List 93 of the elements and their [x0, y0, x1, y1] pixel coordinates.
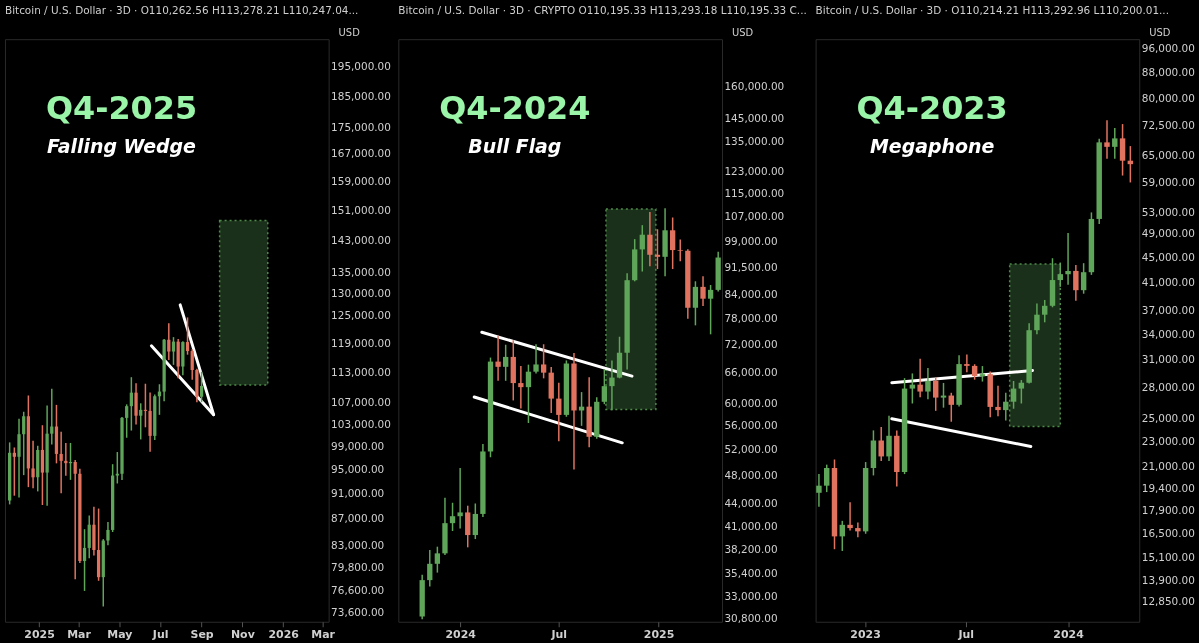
y-tick-label: 107,000.00 [331, 396, 391, 409]
y-tick-label: 31,000.00 [1141, 353, 1195, 366]
y-tick-label: 25,000.00 [1141, 412, 1195, 425]
y-tick-label: 130,000.00 [331, 287, 391, 300]
y-tick-label: 16,500.00 [1141, 526, 1195, 539]
y-tick-label: 80,000.00 [1141, 92, 1195, 105]
y-tick-label: 87,000.00 [331, 512, 385, 525]
y-tick-label: 125,000.00 [331, 309, 391, 322]
y-tick-label: 49,000.00 [1141, 227, 1195, 240]
y-tick-label: 41,000.00 [1141, 276, 1195, 289]
y-tick-label: 53,000.00 [1141, 205, 1195, 218]
y-tick-label: 83,000.00 [331, 538, 385, 551]
y-tick-label: 123,000.00 [724, 165, 785, 178]
y-axis-title: USD [338, 27, 361, 39]
y-tick-label: 119,000.00 [331, 336, 391, 349]
y-tick-label: 60,000.00 [724, 396, 778, 409]
x-tick-label: Sep [190, 628, 214, 642]
y-tick-label: 99,000.00 [331, 440, 385, 453]
y-tick-label: 84,000.00 [724, 288, 778, 301]
y-tick-label: 44,000.00 [724, 496, 778, 509]
y-tick-label: 72,500.00 [1141, 119, 1195, 132]
y-tick-label: 175,000.00 [331, 121, 391, 133]
y-tick-label: 12,850.00 [1141, 595, 1195, 608]
text: Falling Wedge [47, 134, 197, 157]
y-tick-label: 185,000.00 [331, 89, 391, 102]
y-tick-label: 99,000.00 [724, 235, 778, 248]
y-tick-label: 103,000.00 [331, 417, 391, 430]
y-tick-label: 66,000.00 [724, 366, 778, 379]
y-tick-label: 45,000.00 [1141, 250, 1195, 263]
y-tick-label: 21,000.00 [1141, 460, 1195, 473]
y-tick-label: 195,000.00 [331, 60, 391, 73]
x-tick-label: 2026 [268, 628, 300, 642]
x-tick-label: 2024 [445, 628, 477, 642]
x-tick-label: 2023 [850, 628, 881, 642]
x-tick-label: Mar [67, 628, 92, 642]
y-tick-label: 135,000.00 [331, 266, 391, 279]
y-tick-label: 52,000.00 [724, 443, 778, 456]
y-tick-label: 65,000.00 [1141, 149, 1195, 162]
y-tick-label: 91,500.00 [724, 260, 778, 273]
text: Megaphone [870, 134, 995, 157]
y-tick-label: 15,100.00 [1141, 550, 1195, 563]
text: Q4-2023 [856, 88, 1008, 127]
y-tick-label: 73,600.00 [331, 606, 385, 619]
x-tick-label: 2025 [643, 628, 675, 642]
y-tick-label: 167,000.00 [331, 147, 391, 160]
y-tick-label: 37,000.00 [1141, 304, 1195, 317]
y-tick-label: 30,800.00 [724, 612, 778, 625]
y-tick-label: 160,000.00 [724, 80, 785, 93]
x-tick-label: Mar [311, 628, 336, 642]
y-tick-label: 107,000.00 [724, 210, 785, 223]
y-tick-label: 59,000.00 [1141, 176, 1195, 189]
y-tick-label: 33,000.00 [724, 589, 778, 602]
y-tick-label: 34,000.00 [1141, 327, 1195, 340]
y-tick-label: 91,000.00 [331, 487, 385, 500]
x-tick-label: 2024 [1053, 628, 1085, 642]
y-tick-label: 28,000.00 [1141, 381, 1195, 394]
y-tick-label: 143,000.00 [331, 234, 391, 247]
y-tick-label: 76,600.00 [331, 583, 385, 596]
y-tick-label: 79,800.00 [331, 560, 385, 573]
y-tick-label: 115,000.00 [724, 186, 785, 199]
x-tick-label: 2025 [24, 628, 55, 642]
y-axis-title: USD [1149, 27, 1171, 39]
y-tick-label: 17,900.00 [1141, 504, 1195, 517]
y-tick-label: 48,000.00 [724, 468, 778, 481]
y-tick-label: 41,000.00 [724, 519, 778, 532]
y-tick-label: 78,000.00 [724, 312, 778, 325]
text: Bitcoin / U.S. Dollar · 3D · O110,214.21 H113,292.96 L110,200.01... [815, 3, 1170, 16]
y-tick-label: 19,400.00 [1141, 481, 1195, 494]
y-tick-label: 135,000.00 [724, 135, 785, 148]
text: Bull Flag [468, 134, 562, 157]
text: Bitcoin / U.S. Dollar · 3D · O110,262.56 H113,278.21 L110,247.04... [4, 3, 359, 16]
x-tick-label: Jul [957, 628, 975, 642]
text: Q4-2024 [439, 88, 591, 127]
y-tick-label: 13,900.00 [1141, 573, 1195, 586]
x-tick-label: Jul [151, 628, 169, 642]
y-tick-label: 151,000.00 [331, 203, 391, 216]
x-tick-label: Nov [230, 628, 255, 642]
y-tick-label: 95,000.00 [331, 463, 385, 476]
x-tick-label: Jul [550, 628, 568, 642]
text: Bitcoin / U.S. Dollar · 3D · CRYPTO O110,195.33 H113,293.18 L110,195.33 C... [398, 3, 807, 16]
x-tick-label: May [107, 628, 133, 642]
y-tick-label: 72,000.00 [724, 338, 778, 351]
y-tick-label: 113,000.00 [331, 365, 391, 378]
y-tick-label: 38,200.00 [724, 542, 778, 555]
y-tick-label: 35,400.00 [724, 567, 778, 580]
y-tick-label: 23,000.00 [1141, 435, 1195, 448]
y-axis-title: USD [731, 27, 754, 39]
y-tick-label: 96,000.00 [1141, 42, 1195, 55]
y-tick-label: 88,000.00 [1141, 66, 1195, 79]
text: Q4-2025 [45, 88, 198, 127]
y-tick-label: 145,000.00 [724, 112, 785, 125]
y-tick-label: 159,000.00 [331, 174, 391, 187]
y-tick-label: 56,000.00 [724, 419, 778, 432]
